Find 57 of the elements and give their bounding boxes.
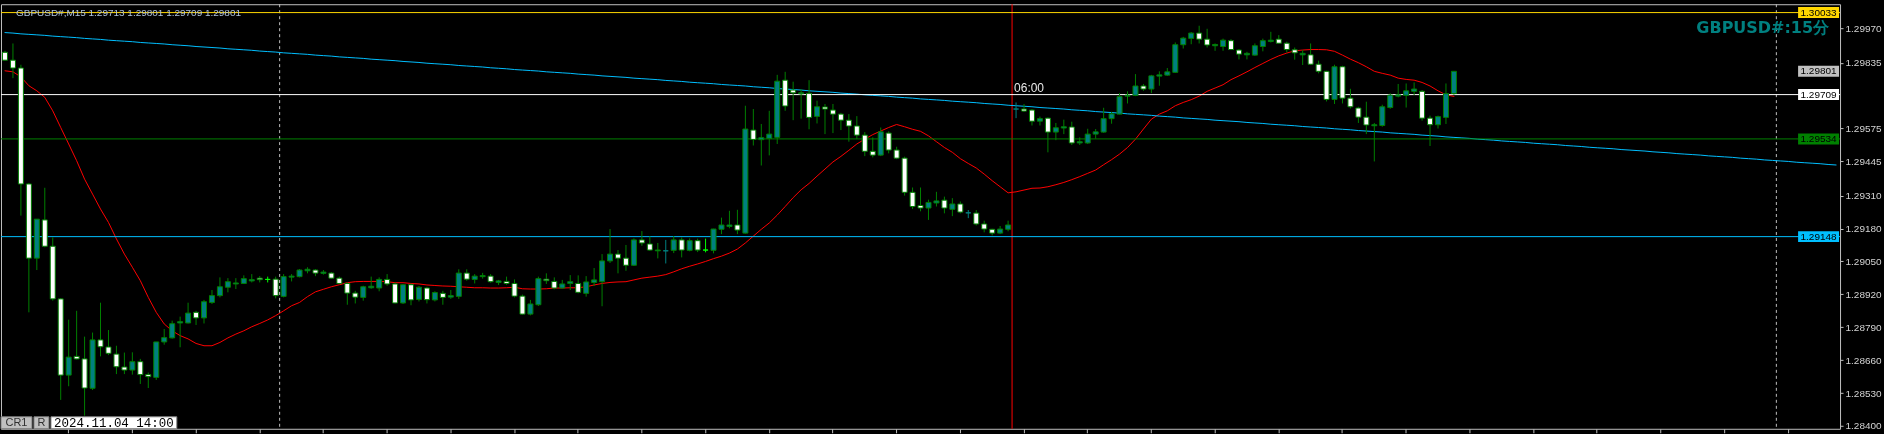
y-tick-label: 1.28660: [1845, 354, 1883, 366]
candlestick: [9, 42, 16, 79]
candlestick: [1450, 70, 1457, 96]
candlestick: [455, 268, 462, 300]
candlestick: [1442, 82, 1449, 125]
text: GBPUSD#:15分: [1696, 18, 1831, 38]
annotation: 06:00: [1014, 81, 1045, 96]
annotation: CR1: [5, 416, 28, 429]
candlestick: [216, 276, 223, 298]
ref-line-label: 1.29709: [1800, 88, 1838, 100]
candlestick: [201, 299, 208, 324]
y-tick-label: 1.28920: [1845, 288, 1883, 300]
annotation: 2024.11.04 14:00: [54, 417, 174, 432]
candlestick: [1379, 104, 1386, 128]
candlestick: [1013, 101, 1020, 119]
candlestick: [384, 273, 391, 287]
candlestick: [1411, 81, 1418, 96]
candlestick: [615, 249, 621, 274]
candlestick: [814, 100, 821, 124]
y-tick-label: 1.28400: [1845, 420, 1883, 432]
y-tick-label: 1.29180: [1845, 223, 1883, 235]
candlestick: [1204, 28, 1211, 49]
candlestick: [837, 112, 844, 131]
candlestick: [622, 244, 629, 272]
candlestick: [829, 103, 836, 134]
candlestick: [1212, 42, 1219, 52]
y-tick-label: 1.29445: [1845, 155, 1883, 167]
y-tick-label: 1.29835: [1845, 57, 1883, 69]
y-tick-label: 1.29970: [1845, 23, 1883, 35]
candlestick: [177, 316, 184, 348]
y-tick-label: 1.29310: [1845, 190, 1883, 202]
ref-line-label: 1.30033: [1800, 6, 1838, 18]
candlestick: [224, 277, 231, 293]
candlestick: [392, 281, 399, 304]
candlestick: [232, 277, 239, 290]
candlestick: [638, 230, 645, 247]
ref-line-label: 1.29534: [1800, 132, 1838, 144]
candlestick: [193, 310, 200, 326]
candlestick: [591, 267, 598, 287]
annotation: 1.29801: [1800, 65, 1838, 77]
candlestick: [798, 88, 805, 120]
candlestick: [583, 275, 590, 298]
candlestick: [821, 103, 828, 135]
candlestick: [1243, 51, 1250, 60]
candlestick: [185, 302, 192, 324]
candlestick: [599, 253, 606, 307]
y-tick-label: 1.28790: [1845, 321, 1883, 333]
annotation: R: [37, 416, 46, 429]
ref-line-label: 1.29148: [1800, 230, 1838, 242]
candlestick: [607, 228, 614, 264]
candlestick: [1021, 103, 1028, 113]
y-tick-label: 1.29575: [1845, 123, 1883, 135]
candlestick: [1403, 82, 1410, 109]
y-tick-label: 1.29050: [1845, 255, 1883, 267]
candlestick: [344, 281, 351, 306]
y-tick-label: 1.28530: [1845, 387, 1883, 399]
candlestick: [408, 282, 414, 306]
